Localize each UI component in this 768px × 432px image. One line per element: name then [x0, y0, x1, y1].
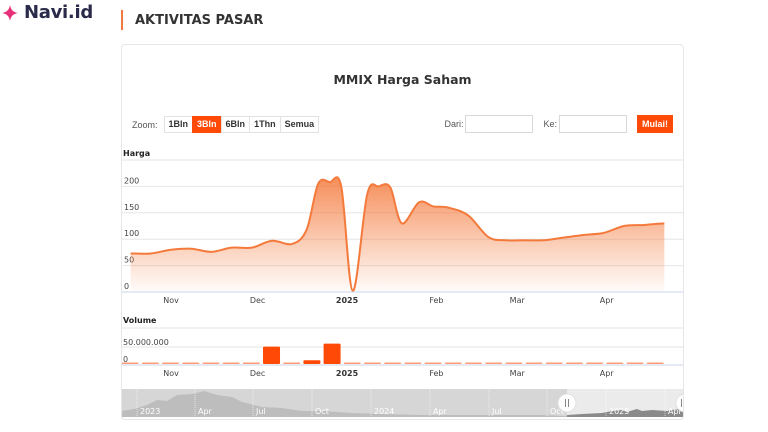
volume-bar[interactable]: [263, 346, 281, 364]
x-tick-label: Mar: [510, 296, 526, 305]
to-date-input[interactable]: [559, 115, 627, 133]
navigator-tick-label: 2024: [374, 407, 394, 416]
volume-bar[interactable]: [182, 362, 200, 365]
volume-tick-50m: 50.000.000: [123, 338, 169, 347]
volume-bars: [122, 343, 664, 365]
date-range-selector: Dari: Ke: Mulai!: [444, 115, 673, 133]
volume-tick-0: 0: [123, 355, 128, 364]
zoom-selector: Zoom: 1Bln 3Bln 6Bln 1Thn Semua: [132, 116, 320, 133]
zoom-3bln-button[interactable]: 3Bln: [192, 116, 222, 133]
x-tick-label: Nov: [163, 369, 179, 378]
volume-x-ticks: Nov Dec 2025 Feb Mar Apr: [163, 369, 614, 378]
volume-bar[interactable]: [545, 362, 563, 365]
x-tick-label: 2025: [336, 296, 359, 305]
from-label: Dari:: [444, 119, 464, 129]
volume-bar[interactable]: [384, 362, 402, 365]
price-y-tick: 50: [124, 256, 134, 265]
volume-bar[interactable]: [363, 362, 381, 365]
price-y-tick: 150: [124, 203, 139, 212]
navigator-tick-label: Jul: [255, 407, 266, 416]
navigator-selected-series: [567, 409, 683, 417]
volume-bar[interactable]: [464, 362, 482, 365]
volume-bar[interactable]: [485, 362, 503, 365]
x-tick-label: Apr: [600, 296, 615, 305]
volume-bar[interactable]: [242, 362, 260, 365]
navigator-tick-label: 2025: [609, 407, 629, 416]
navigator-tick-label: Oct: [315, 407, 329, 416]
volume-bar[interactable]: [565, 362, 583, 365]
zoom-6bln-button[interactable]: 6Bln: [220, 116, 251, 133]
x-tick-label: Feb: [429, 296, 443, 305]
zoom-label: Zoom:: [132, 119, 158, 130]
section-accent-bar: [121, 10, 123, 30]
x-tick-label: Dec: [250, 296, 265, 305]
volume-bar[interactable]: [162, 362, 180, 365]
volume-bar[interactable]: [646, 362, 664, 365]
chart-title: MMIX Harga Saham: [333, 72, 472, 87]
price-y-ticks: 0 50 100 150 200: [124, 176, 139, 291]
navigator-series-area: [122, 391, 683, 417]
volume-bar[interactable]: [122, 362, 139, 365]
navigator-ticks: 2023 Apr Jul Oct 2024 Apr Jul Oct 2025 Apr: [140, 407, 683, 416]
price-y-tick: 200: [124, 176, 139, 185]
x-tick-label: Nov: [163, 296, 179, 305]
go-button[interactable]: Mulai!: [637, 115, 673, 133]
price-volume-chart[interactable]: Harga 0 50 100 150 200 Nov Dec 2025 Feb Mar Apr V…: [122, 45, 684, 420]
zoom-1thn-button[interactable]: 1Thn: [249, 116, 281, 133]
zoom-semua-button[interactable]: Semua: [279, 116, 320, 133]
volume-bar[interactable]: [343, 362, 361, 365]
volume-bar[interactable]: [586, 362, 604, 365]
volume-bar[interactable]: [444, 362, 462, 365]
section-header: AKTIVITAS PASAR: [121, 10, 263, 30]
x-tick-label: Apr: [600, 369, 615, 378]
x-tick-label: Dec: [250, 369, 265, 378]
x-tick-label: Mar: [510, 369, 526, 378]
price-area: [130, 177, 665, 292]
logo[interactable]: Navi.id: [2, 2, 93, 23]
volume-bar[interactable]: [606, 362, 624, 365]
volume-bar[interactable]: [202, 362, 220, 365]
volume-bar[interactable]: [141, 362, 159, 365]
logo-text: Navi.id: [24, 2, 93, 23]
price-line[interactable]: [130, 176, 665, 292]
volume-bar[interactable]: [283, 362, 301, 365]
x-tick-label: 2025: [336, 369, 359, 378]
volume-axis-title: Volume: [123, 316, 157, 325]
sparkle-logo-icon: [2, 4, 18, 21]
section-title: AKTIVITAS PASAR: [135, 12, 264, 28]
navigator-gridlines: [136, 389, 666, 417]
price-y-tick: 100: [124, 229, 139, 238]
price-axis-title: Harga: [123, 149, 150, 158]
volume-bar[interactable]: [505, 362, 523, 365]
x-tick-label: Feb: [429, 369, 443, 378]
volume-bar[interactable]: [404, 362, 422, 365]
navigator-tick-label: 2023: [140, 407, 160, 416]
volume-bar[interactable]: [303, 360, 321, 364]
from-date-input[interactable]: [465, 115, 534, 133]
price-y-tick: 0: [124, 282, 129, 291]
volume-bar[interactable]: [626, 362, 644, 365]
navigator-tick-label: Apr: [433, 407, 448, 416]
volume-bar[interactable]: [323, 343, 341, 364]
price-x-ticks: Nov Dec 2025 Feb Mar Apr: [163, 296, 614, 305]
to-label: Ke:: [543, 119, 557, 129]
navigator-tick-label: Jul: [491, 407, 502, 416]
stock-chart-card: MMIX Harga Saham Zoom: 1Bln 3Bln 6Bln 1T…: [121, 44, 684, 420]
volume-bar[interactable]: [222, 362, 240, 365]
navigator[interactable]: 2023 Apr Jul Oct 2024 Apr Jul Oct 2025 Apr: [122, 389, 684, 417]
navigator-right-handle[interactable]: [675, 393, 684, 413]
navigator-tick-label: Apr: [668, 407, 683, 416]
navigator-left-handle[interactable]: [557, 393, 577, 413]
navigator-tick-label: Oct: [550, 407, 564, 416]
navigator-tick-label: Apr: [198, 407, 213, 416]
volume-bar[interactable]: [424, 362, 442, 365]
volume-bar[interactable]: [525, 362, 543, 365]
